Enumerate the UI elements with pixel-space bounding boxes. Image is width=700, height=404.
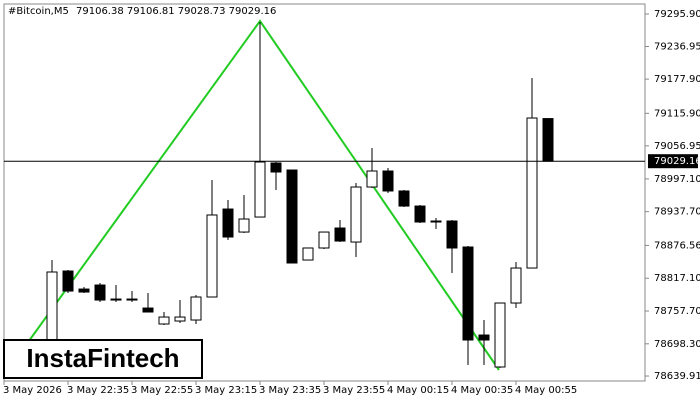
candle-body [366, 170, 378, 188]
y-tick-label: 78757.70 [654, 306, 700, 317]
y-tick-label: 79295.90 [654, 9, 700, 20]
x-tick-label: 4 May 00:55 [515, 385, 577, 396]
candle-body [446, 220, 458, 249]
y-tick-label: 79115.90 [654, 108, 700, 119]
candle-body [174, 316, 186, 322]
x-tick-label: 4 May 00:35 [451, 385, 513, 396]
candle-body [478, 334, 490, 341]
candle-body [382, 170, 394, 192]
candle-body [190, 296, 202, 321]
current-price-box [648, 154, 698, 169]
chart-title: #Bitcoin,M5 [8, 6, 69, 17]
y-tick-label: 78937.70 [654, 207, 700, 218]
candle-body [126, 298, 138, 301]
x-tick-label: 3 May 2026 [3, 385, 62, 396]
candle-body [158, 316, 170, 325]
candle-body [350, 186, 362, 243]
x-tick-label: 3 May 23:15 [195, 385, 257, 396]
candle-body [78, 288, 90, 293]
y-tick-label: 79056.95 [654, 141, 700, 152]
candle-body [526, 117, 538, 269]
y-tick-label: 78698.30 [654, 339, 700, 350]
x-tick-label: 3 May 23:35 [259, 385, 321, 396]
y-tick-label: 79177.90 [654, 74, 700, 85]
candle-body [430, 220, 442, 223]
candle-body [462, 246, 474, 341]
y-tick-label: 78639.91 [654, 371, 700, 382]
y-tick-label: 78817.10 [654, 273, 700, 284]
candle-body [542, 118, 554, 162]
candle-body [142, 307, 154, 313]
y-tick-label: 78997.10 [654, 174, 700, 185]
candle-body [238, 218, 250, 233]
candle-body [46, 271, 58, 346]
pattern-line [25, 19, 500, 371]
candle-body [62, 270, 74, 292]
candle-body [94, 284, 106, 301]
x-tick-label: 3 May 23:55 [323, 385, 385, 396]
candle-body [286, 169, 298, 264]
x-tick-label: 3 May 22:35 [67, 385, 129, 396]
current-price-label: 79029.16 [654, 156, 700, 167]
candle-body [318, 231, 330, 249]
y-tick-label: 79236.95 [654, 42, 700, 53]
candle-body [302, 247, 314, 261]
candle-body [510, 267, 522, 304]
y-tick-label: 78876.56 [654, 240, 700, 251]
candle-body [334, 227, 346, 242]
candle-body [414, 205, 426, 223]
candle-body [398, 190, 410, 207]
candle-body [494, 302, 506, 368]
candle-body [206, 214, 218, 298]
candle-body [254, 161, 266, 218]
x-tick-label: 3 May 22:55 [131, 385, 193, 396]
candle-body [270, 162, 282, 173]
logo-box [3, 339, 203, 379]
chart-subtitle: 79106.38 79106.81 79028.73 79029.16 [76, 6, 276, 17]
logo: InstaFintech [26, 343, 179, 373]
candle-body [222, 208, 234, 238]
candle-body [110, 298, 122, 301]
x-tick-label: 4 May 00:15 [387, 385, 449, 396]
